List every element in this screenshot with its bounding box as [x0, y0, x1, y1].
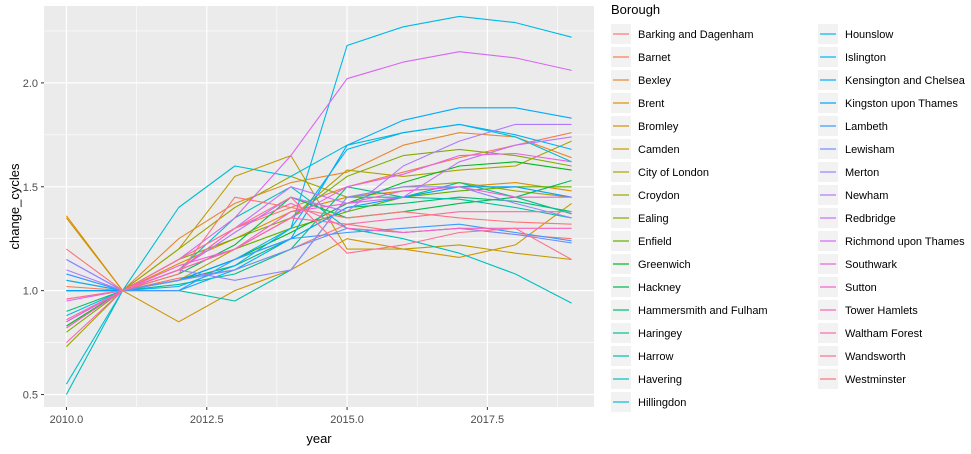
x-tick-label: 2017.5 [471, 414, 505, 426]
legend-label: Westminster [845, 374, 906, 386]
legend-label: Redbridge [845, 213, 896, 225]
legend-label: Newham [845, 190, 888, 202]
series-line [66, 196, 572, 300]
axis-tick-labels: 2010.0 2012.5 2015.0 2017.5 0.5 1.0 1.5 2.0 [23, 78, 504, 426]
legend-label: Merton [845, 167, 879, 179]
legend-label: Lambeth [845, 121, 888, 133]
legend-label: Waltham Forest [845, 328, 922, 340]
legend-label: Havering [638, 374, 682, 386]
series-line [66, 132, 572, 292]
x-tick-label: 2015.0 [330, 414, 364, 426]
legend-label: Haringey [638, 328, 683, 340]
y-tick-label: 0.5 [23, 390, 38, 402]
legend-label: Sutton [845, 282, 877, 294]
series-line [66, 186, 572, 329]
series-line [66, 211, 572, 321]
series-lines [65, 15, 572, 395]
legend-label: Kingston upon Thames [845, 98, 958, 110]
legend-label: Ealing [638, 213, 669, 225]
legend-label: Hounslow [845, 29, 893, 41]
legend-label: City of London [638, 167, 709, 179]
legend-label: Bromley [638, 121, 679, 133]
legend-label: Lewisham [845, 144, 895, 156]
legend-label: Hackney [638, 282, 681, 294]
series-line [66, 182, 572, 292]
x-axis-title: year [306, 431, 332, 446]
x-tick-label: 2010.0 [50, 414, 84, 426]
plot-panel [44, 6, 594, 407]
legend-label: Hammersmith and Fulham [638, 305, 768, 317]
legend-label: Tower Hamlets [845, 305, 918, 317]
legend-label: Croydon [638, 190, 680, 202]
legend-label: Harrow [638, 351, 674, 363]
legend-label: Greenwich [638, 259, 691, 271]
legend-label: Brent [638, 98, 664, 110]
series-line [65, 123, 572, 385]
legend-label: Islington [845, 52, 886, 64]
y-axis-title: change_cycles [7, 163, 22, 249]
y-tick-label: 1.0 [23, 286, 38, 298]
legend-label: Barking and Dagenham [638, 29, 754, 41]
axis-ticks [41, 82, 488, 410]
x-tick-label: 2012.5 [190, 414, 224, 426]
series-line [66, 227, 572, 292]
legend-label: Wandsworth [845, 351, 906, 363]
legend: Barking and Dagenham Barnet Bexley Brent Bro… [611, 24, 966, 412]
series-line [66, 196, 572, 292]
legend-label: Richmond upon Thames [845, 236, 965, 248]
legend-label: Southwark [845, 259, 897, 271]
legend-label: Bexley [638, 75, 672, 87]
legend-title: Borough [611, 2, 660, 17]
legend-label: Camden [638, 144, 680, 156]
y-tick-label: 1.5 [23, 182, 38, 194]
legend-label: Kensington and Chelsea [845, 75, 966, 87]
legend-label: Enfield [638, 236, 672, 248]
series-line [65, 202, 572, 323]
series-line [66, 123, 572, 292]
legend-label: Barnet [638, 52, 670, 64]
legend-label: Hillingdon [638, 397, 686, 409]
y-tick-label: 2.0 [23, 78, 38, 90]
